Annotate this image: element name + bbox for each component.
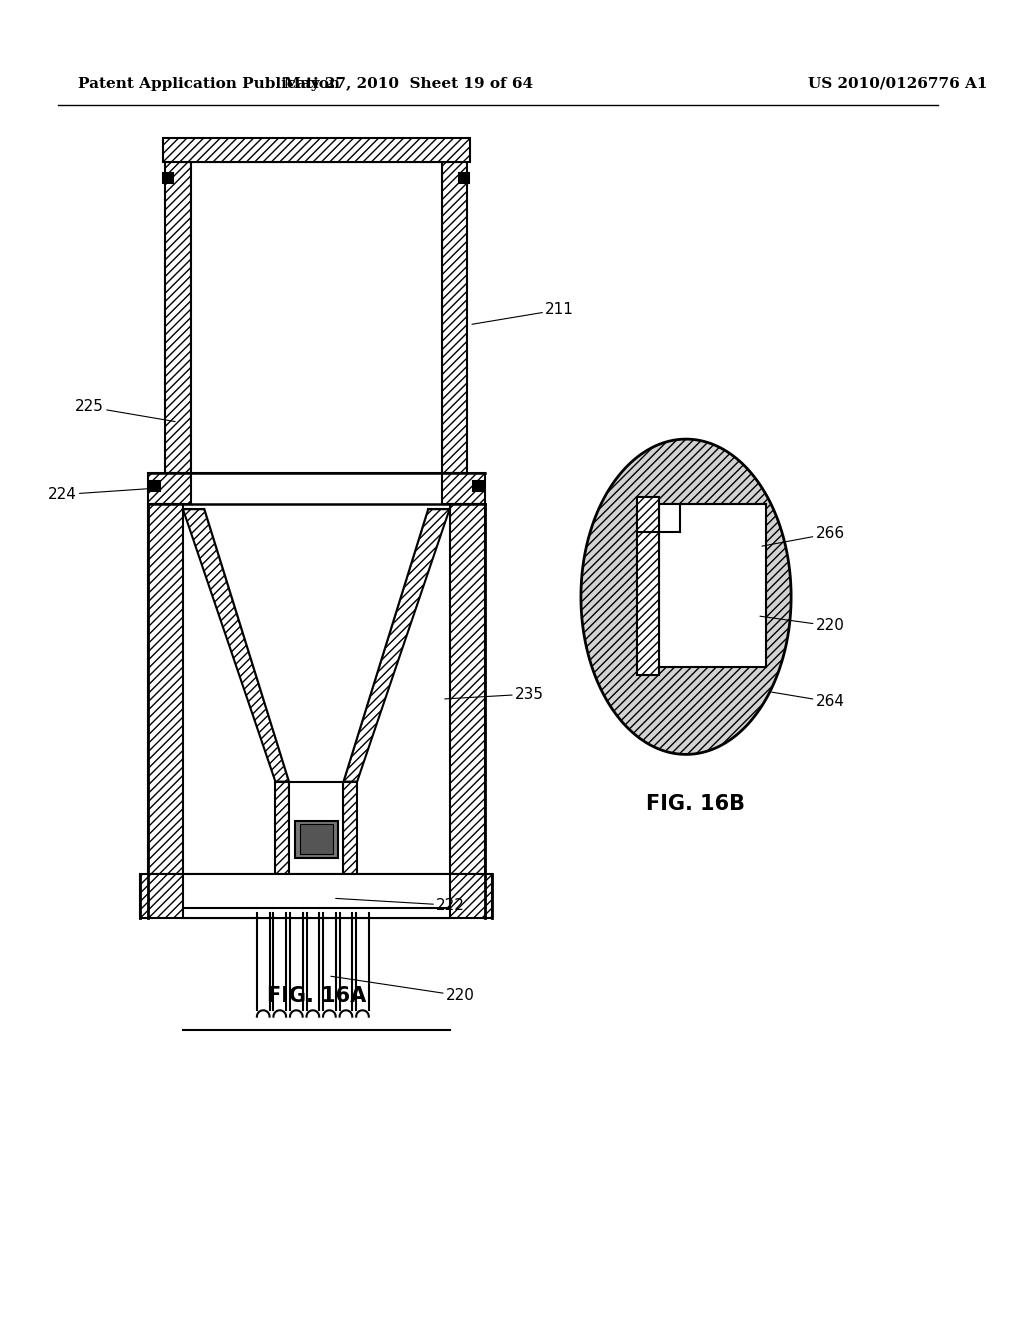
Polygon shape	[343, 510, 450, 781]
Polygon shape	[205, 510, 428, 781]
Polygon shape	[441, 162, 467, 473]
Bar	[190, 162, 441, 473]
Text: 211: 211	[472, 302, 574, 325]
Bar	[150, 480, 160, 491]
Polygon shape	[147, 504, 183, 874]
Text: 235: 235	[444, 686, 544, 701]
Bar	[183, 874, 450, 917]
Polygon shape	[450, 504, 484, 874]
Text: US 2010/0126776 A1: US 2010/0126776 A1	[808, 77, 987, 91]
Text: 224: 224	[48, 487, 147, 502]
Polygon shape	[166, 162, 190, 473]
Text: 220: 220	[331, 977, 475, 1003]
Text: FIG. 16A: FIG. 16A	[266, 986, 366, 1006]
Text: FIG. 16B: FIG. 16B	[646, 795, 745, 814]
Text: 264: 264	[772, 692, 845, 709]
Polygon shape	[147, 473, 190, 504]
Polygon shape	[183, 510, 289, 781]
Polygon shape	[581, 440, 792, 755]
Polygon shape	[343, 781, 357, 908]
Text: May 27, 2010  Sheet 19 of 64: May 27, 2010 Sheet 19 of 64	[284, 77, 534, 91]
Polygon shape	[140, 874, 493, 917]
Text: 266: 266	[762, 525, 845, 546]
Text: 225: 225	[75, 400, 175, 421]
Bar	[295, 821, 338, 858]
Polygon shape	[441, 473, 484, 504]
Bar	[300, 825, 333, 854]
Text: Patent Application Publication: Patent Application Publication	[78, 77, 340, 91]
Text: 222: 222	[336, 898, 465, 912]
Polygon shape	[637, 496, 658, 675]
Polygon shape	[163, 139, 470, 162]
Bar	[164, 173, 173, 183]
Bar	[658, 504, 766, 667]
Bar	[473, 480, 482, 491]
Bar	[289, 781, 343, 908]
Bar	[460, 173, 469, 183]
Polygon shape	[275, 781, 289, 908]
Text: 220: 220	[760, 616, 845, 634]
